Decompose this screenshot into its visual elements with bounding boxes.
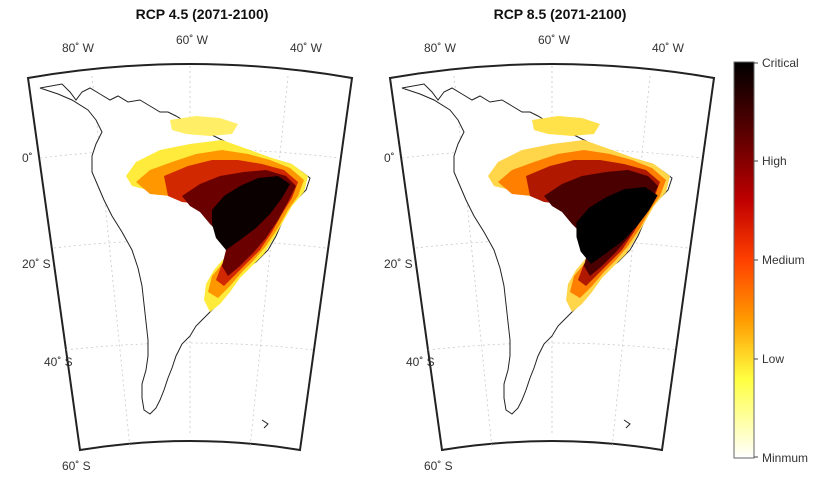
colorbar-label-medium: Medium: [762, 253, 805, 267]
lat-label-20s: 20˚ S: [22, 257, 51, 271]
lon-label-60w: 60˚ W: [538, 33, 571, 47]
lat-label-20s: 20˚ S: [384, 257, 413, 271]
map-panel-rcp85: 80˚ W 60˚ W 40˚ W 0˚ 20˚ S 40˚ S 60˚ S: [384, 33, 716, 473]
lon-label-40w: 40˚ W: [652, 41, 685, 55]
panel-title-rcp45: RCP 4.5 (2071-2100): [135, 6, 269, 22]
colorbar-label-critical: Critical: [762, 56, 799, 70]
lon-label-80w: 80˚ W: [424, 41, 457, 55]
lon-label-60w: 60˚ W: [176, 33, 209, 47]
lat-label-60s: 60˚ S: [424, 459, 453, 473]
colorbar: [733, 61, 755, 459]
colorbar-label-high: High: [762, 154, 787, 168]
colorbar-label-low: Low: [762, 352, 785, 366]
lat-label-0: 0˚: [22, 151, 33, 165]
lat-label-40s: 40˚ S: [406, 355, 435, 369]
colorbar-ticks: [754, 62, 758, 458]
map-panel-rcp45: 80˚ W 60˚ W 40˚ W 0˚ 20˚ S 40˚ S 60˚ S: [22, 33, 354, 473]
lon-label-80w: 80˚ W: [62, 41, 95, 55]
lon-label-40w: 40˚ W: [290, 41, 323, 55]
lat-label-60s: 60˚ S: [62, 459, 91, 473]
island: [261, 419, 269, 429]
island: [623, 419, 631, 429]
lat-label-40s: 40˚ S: [44, 355, 73, 369]
colorbar-label-minimum: Minmum: [762, 451, 809, 465]
lat-label-0: 0˚: [384, 151, 395, 165]
panel-title-rcp85: RCP 8.5 (2071-2100): [493, 6, 627, 22]
